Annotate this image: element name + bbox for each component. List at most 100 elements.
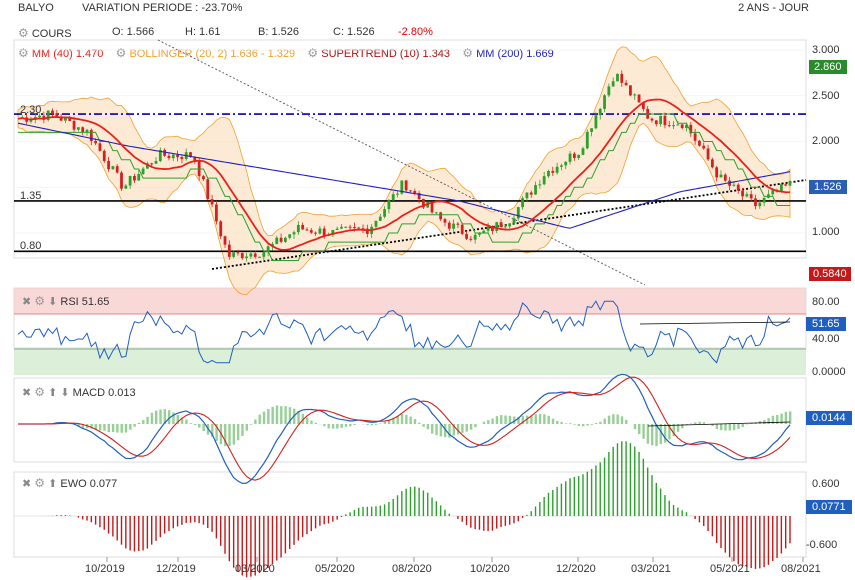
macd-hist-bar [185, 419, 188, 424]
ewo-bar [677, 507, 679, 516]
arrow-down-icon[interactable]: ⬇ [48, 296, 58, 308]
candle-body [400, 180, 404, 194]
arrow-up-icon[interactable]: ⬆ [48, 387, 58, 399]
macd-hist-bar [94, 424, 98, 430]
x-tick-label: 08/2020 [392, 563, 432, 575]
macd-hist-bar [413, 418, 417, 424]
x-tick-label: 10/2019 [85, 563, 125, 575]
arrow-down-icon[interactable]: ⬇ [60, 387, 70, 399]
ewo-bar [496, 516, 498, 529]
rsi-line [17, 300, 791, 364]
ewo-bar [142, 516, 144, 551]
close-icon[interactable]: ✖ [22, 296, 32, 308]
candle-body [577, 154, 581, 158]
macd-hist-bar [396, 415, 399, 424]
macd-hist-bar [431, 424, 434, 434]
candle-body [646, 108, 650, 119]
macd-hist-bar [663, 424, 667, 443]
rsi-label: RSI [60, 296, 79, 308]
macd-hist-bar [90, 424, 93, 429]
candle-body [706, 148, 710, 160]
gear-icon[interactable]: ⚙ [115, 46, 127, 60]
x-tick-label: 05/2020 [315, 563, 355, 575]
ewo-bar [586, 471, 588, 516]
supertrend-label: SUPERTREND (10) [321, 48, 420, 60]
macd-hist-bar [465, 424, 468, 432]
candle-body [240, 252, 244, 259]
candle-body [715, 167, 719, 178]
macd-histogram [47, 405, 792, 447]
gear-icon[interactable]: ⚙ [34, 385, 46, 399]
ewo-bar [741, 516, 744, 567]
gear-icon[interactable]: ⚙ [307, 46, 319, 60]
macd-hist-bar [512, 416, 516, 424]
gear-icon[interactable]: ⚙ [462, 46, 474, 60]
x-tick-label: 12/2019 [156, 563, 196, 575]
macd-hist-bar [284, 406, 287, 424]
ewo-bar [345, 514, 347, 516]
candle-body [236, 252, 240, 254]
candle-body [180, 157, 184, 160]
candle-body [590, 128, 594, 132]
candle-body [525, 192, 529, 199]
ewo-bar [500, 516, 502, 527]
candle-body [120, 172, 123, 189]
gear-icon[interactable]: ⚙ [18, 46, 29, 60]
ewo-bar [746, 516, 748, 568]
macd-hist-bar [167, 410, 171, 424]
macd-hist-bar [206, 424, 210, 435]
ewo-bar [625, 441, 627, 516]
macd-hist-bar [301, 413, 305, 424]
candle-body [271, 243, 274, 247]
ewo-bar [138, 516, 140, 552]
candle-body [167, 155, 171, 159]
candle-body [145, 163, 149, 169]
gear-icon[interactable]: ⚙ [34, 294, 46, 308]
candle-body [344, 226, 348, 228]
macd-hist-bar [448, 424, 451, 438]
rsi-badge: 51.65 [806, 317, 846, 331]
ewo-bar [711, 516, 714, 537]
macd-hist-bar [443, 424, 447, 438]
macd-hist-bar [275, 405, 279, 424]
macd-hist-bar [724, 424, 727, 431]
ewo-bar [547, 492, 550, 516]
macd-hist-bar [474, 424, 477, 428]
macd-hist-bar [73, 424, 76, 425]
close-icon[interactable]: ✖ [22, 387, 32, 399]
mm40-line [17, 98, 791, 251]
macd-label: MACD [72, 387, 106, 399]
gear-icon[interactable]: ⚙ [18, 26, 29, 40]
macd-hist-bar [77, 424, 80, 427]
macd-hist-bar [573, 424, 576, 425]
ewo-bar [189, 516, 192, 523]
macd-hist-bar [228, 424, 231, 446]
legend-quote: ⚙ COURS [18, 26, 72, 40]
ewo-bar [672, 504, 675, 516]
ewo-bar [198, 516, 200, 524]
mm200-line [17, 122, 791, 229]
candle-body [189, 152, 192, 157]
arrow-up-icon[interactable]: ⬆ [48, 478, 58, 490]
ewo-bar [521, 516, 524, 518]
macd-hist-bar [331, 424, 335, 429]
ewo-bar [478, 516, 481, 530]
close-icon[interactable]: ✖ [22, 478, 32, 490]
macd-hist-bar [374, 424, 378, 425]
ewo-bar [737, 516, 739, 565]
x-tick-label: 03/2021 [631, 563, 671, 575]
ewo-bar [681, 510, 683, 516]
macd-hist-bar [297, 410, 300, 424]
candle-body [503, 226, 507, 228]
candle-body [124, 185, 128, 189]
candle-body [275, 237, 279, 244]
ewo-bar [784, 516, 787, 549]
period-selector[interactable]: 2 ANS - JOUR [738, 2, 809, 14]
ewo-bar [526, 514, 528, 516]
macd-hist-bar [685, 424, 688, 425]
gear-icon[interactable]: ⚙ [34, 476, 46, 490]
ewo-bar [276, 516, 278, 561]
candle-body [413, 190, 417, 193]
candle-body [767, 194, 770, 198]
candle-body [443, 219, 447, 223]
